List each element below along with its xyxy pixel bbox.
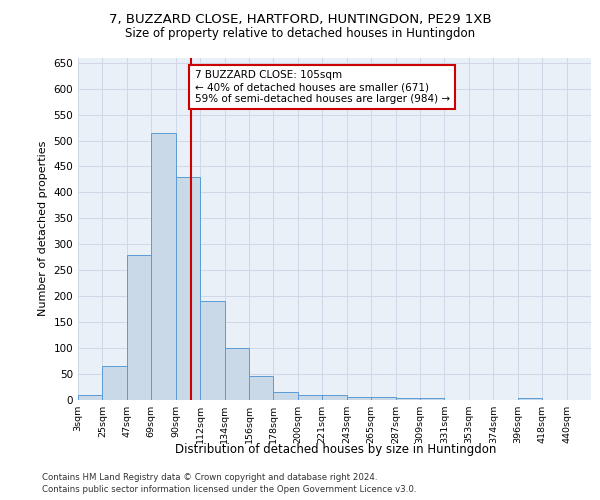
Bar <box>200 302 224 400</box>
Bar <box>249 376 274 400</box>
Text: Size of property relative to detached houses in Huntingdon: Size of property relative to detached ho… <box>125 28 475 40</box>
Bar <box>176 177 200 400</box>
Text: 7, BUZZARD CLOSE, HARTFORD, HUNTINGDON, PE29 1XB: 7, BUZZARD CLOSE, HARTFORD, HUNTINGDON, … <box>109 12 491 26</box>
Text: Contains HM Land Registry data © Crown copyright and database right 2024.: Contains HM Land Registry data © Crown c… <box>42 472 377 482</box>
Bar <box>274 392 298 400</box>
Text: Distribution of detached houses by size in Huntingdon: Distribution of detached houses by size … <box>175 442 497 456</box>
Text: Contains public sector information licensed under the Open Government Licence v3: Contains public sector information licen… <box>42 485 416 494</box>
Bar <box>518 398 542 400</box>
Bar <box>78 395 103 400</box>
Bar <box>395 398 420 400</box>
Bar <box>151 132 176 400</box>
Bar <box>103 366 127 400</box>
Text: 7 BUZZARD CLOSE: 105sqm
← 40% of detached houses are smaller (671)
59% of semi-d: 7 BUZZARD CLOSE: 105sqm ← 40% of detache… <box>194 70 450 104</box>
Bar <box>420 398 445 400</box>
Y-axis label: Number of detached properties: Number of detached properties <box>38 141 48 316</box>
Bar <box>322 395 347 400</box>
Bar <box>127 254 151 400</box>
Bar <box>371 398 395 400</box>
Bar <box>347 398 371 400</box>
Bar <box>224 348 249 400</box>
Bar <box>298 395 322 400</box>
